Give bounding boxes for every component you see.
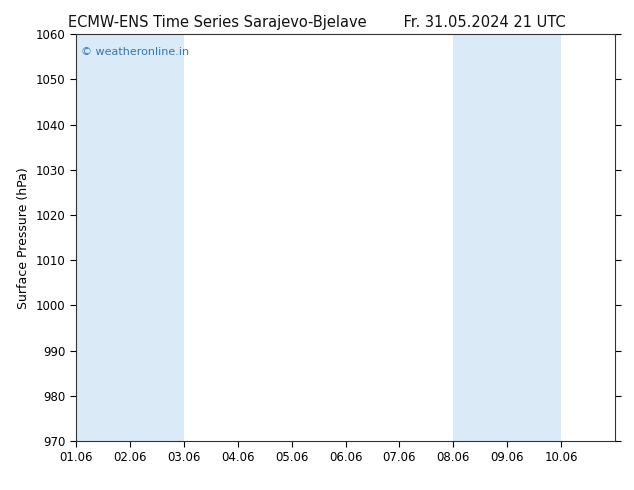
Text: ECMW-ENS Time Series Sarajevo-Bjelave        Fr. 31.05.2024 21 UTC: ECMW-ENS Time Series Sarajevo-Bjelave Fr… — [68, 15, 566, 30]
Bar — [507, 34, 561, 441]
Y-axis label: Surface Pressure (hPa): Surface Pressure (hPa) — [17, 167, 30, 309]
Bar — [76, 34, 130, 441]
Text: © weatheronline.in: © weatheronline.in — [81, 47, 190, 56]
Bar — [453, 34, 507, 441]
Bar — [130, 34, 184, 441]
